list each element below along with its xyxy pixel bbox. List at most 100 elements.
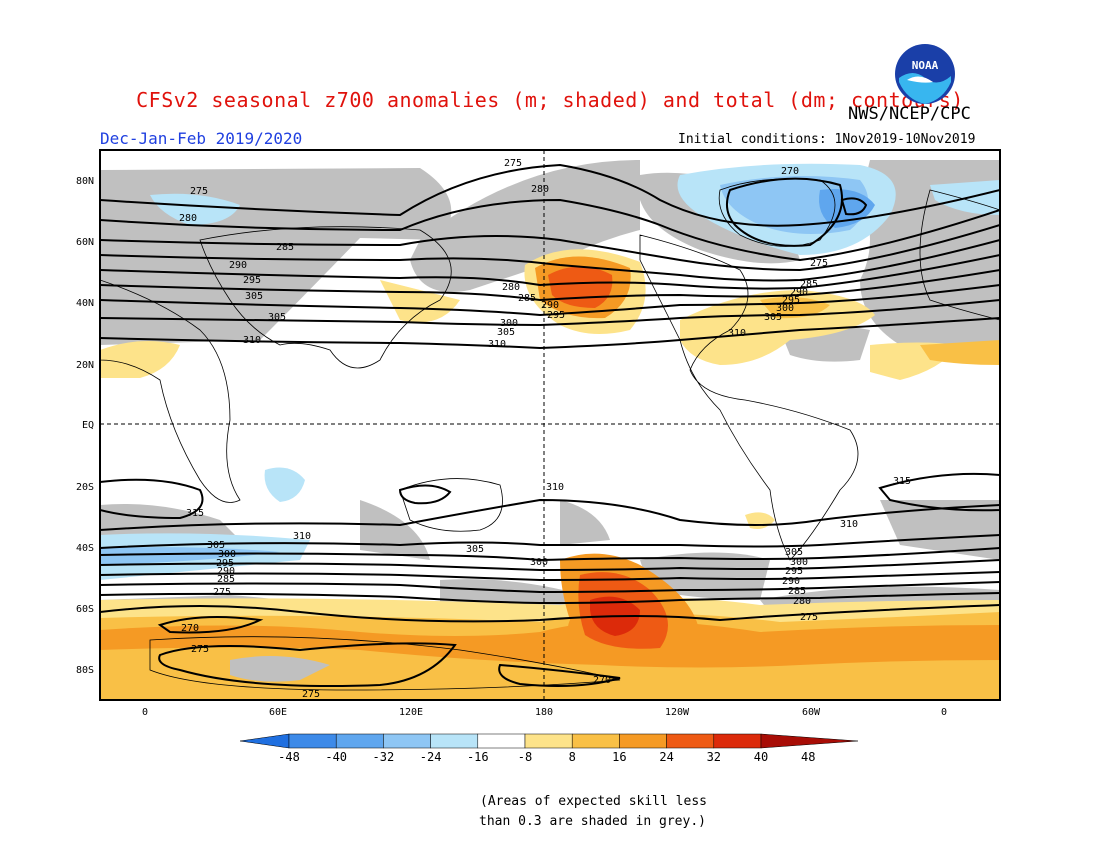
contour-label: 290 <box>229 260 247 271</box>
lon-label: 180 <box>535 707 553 718</box>
height-contours <box>100 163 1000 687</box>
colorbar-tick-label: 48 <box>801 750 815 764</box>
contour-label: 280 <box>531 184 549 195</box>
season-label: Dec-Jan-Feb 2019/2020 <box>100 129 303 148</box>
contour-label: 275 <box>190 186 208 197</box>
contour-label: 270 <box>181 623 199 634</box>
lat-label: EQ <box>82 420 94 431</box>
contour-label: 300 <box>500 318 518 329</box>
latitude-labels: 80N 60N 40N 20N EQ 20S 40S 60S 80S <box>76 176 94 676</box>
colorbar-tick-label: -40 <box>325 750 347 764</box>
contour-label: 315 <box>186 508 204 519</box>
lon-label: 60E <box>269 707 287 718</box>
contour-label: 280 <box>793 596 811 607</box>
colorbar-arrow-right <box>760 733 859 749</box>
lat-label: 60S <box>76 604 94 615</box>
colorbar-tick-label: 16 <box>612 750 626 764</box>
contour-label: 315 <box>893 476 911 487</box>
contour-label: 275 <box>800 612 818 623</box>
contour-label: 295 <box>243 275 261 286</box>
contour-label: 290 <box>217 566 235 577</box>
contour-label: 295 <box>785 566 803 577</box>
contour-label: 285 <box>276 242 294 253</box>
longitude-labels: 0 60E 120E 180 120W 60W 0 <box>142 707 947 718</box>
lon-label: 60W <box>802 707 821 718</box>
contour-label: 275 <box>810 258 828 269</box>
map-title: CFSv2 seasonal z700 anomalies (m; shaded… <box>136 88 964 112</box>
contour-label: 275 <box>191 644 209 655</box>
map-frame <box>99 149 1001 701</box>
contour-label: 305 <box>785 547 803 558</box>
colorbar-ticks: -48 -40 -32 -24 -16 -8 8 16 24 32 40 48 <box>278 750 815 764</box>
colorbar-swatch <box>383 733 431 749</box>
contour-label: 275 <box>302 689 320 700</box>
contour-label: 290 <box>790 287 808 298</box>
colorbar: -48 -40 -32 -24 -16 -8 8 16 24 32 40 48 <box>239 733 859 764</box>
contour-label: 310 <box>488 339 506 350</box>
lon-label: 120W <box>665 707 690 718</box>
contour-label: 285 <box>800 279 818 290</box>
colorbar-swatch <box>288 733 337 749</box>
colorbar-swatch <box>619 733 667 749</box>
colorbar-swatch <box>477 733 526 749</box>
contour-label: 305 <box>268 312 286 323</box>
contour-label: 275 <box>504 158 522 169</box>
contour-label: 300 <box>530 557 548 568</box>
colorbar-tick-label: 40 <box>754 750 768 764</box>
colorbar-swatches <box>239 733 859 749</box>
contour-label: 310 <box>293 531 311 542</box>
positive-anomaly-shading <box>100 249 1000 700</box>
colorbar-swatch <box>713 733 762 749</box>
lat-label: 20N <box>76 360 94 371</box>
lat-label: 40N <box>76 298 94 309</box>
colorbar-tick-label: 32 <box>707 750 721 764</box>
contour-label: 305 <box>207 540 225 551</box>
colorbar-tick-label: 8 <box>569 750 576 764</box>
contour-label: 300 <box>218 549 236 560</box>
note-line-1: (Areas of expected skill less <box>480 794 707 809</box>
colorbar-swatch <box>430 733 479 749</box>
coastlines <box>100 178 1000 691</box>
colorbar-swatch <box>571 733 620 749</box>
lat-label: 60N <box>76 237 94 248</box>
colorbar-tick-label: -32 <box>373 750 395 764</box>
colorbar-tick-label: -48 <box>278 750 300 764</box>
contour-labels: 275 280 270 275 280 285 290 295 305 305 … <box>179 158 911 700</box>
colorbar-tick-label: 24 <box>659 750 673 764</box>
colorbar-arrow-left <box>239 733 290 749</box>
colorbar-tick-label: -16 <box>467 750 489 764</box>
contour-label: 310 <box>728 328 746 339</box>
colorbar-swatch <box>666 733 715 749</box>
colorbar-tick-label: -24 <box>420 750 442 764</box>
contour-label: 270 <box>593 675 611 686</box>
noaa-logo: NOAA <box>895 44 955 104</box>
contour-label: 300 <box>790 557 808 568</box>
map-field: 275 280 270 275 280 285 290 295 305 305 … <box>100 150 1000 700</box>
contour-label: 310 <box>243 335 261 346</box>
contour-label: 295 <box>547 310 565 321</box>
lat-label: 80N <box>76 176 94 187</box>
contour-label: 290 <box>782 576 800 587</box>
contour-label: 295 <box>782 295 800 306</box>
lon-label: 0 <box>142 707 148 718</box>
lat-label: 20S <box>76 482 94 493</box>
contour-label: 305 <box>245 291 263 302</box>
contour-label: 290 <box>541 300 559 311</box>
colorbar-tick-label: -8 <box>518 750 532 764</box>
contour-label: 275 <box>213 587 231 598</box>
contour-label: 305 <box>764 312 782 323</box>
contour-label: 295 <box>216 558 234 569</box>
lon-label: 120E <box>399 707 423 718</box>
lat-label: 80S <box>76 665 94 676</box>
contour-label: 285 <box>217 574 235 585</box>
contour-label: 310 <box>546 482 564 493</box>
contour-label: 280 <box>502 282 520 293</box>
contour-label: 285 <box>518 293 536 304</box>
note-line-2: than 0.3 are shaded in grey.) <box>479 814 706 829</box>
low-skill-note: (Areas of expected skill less than 0.3 a… <box>380 792 780 832</box>
contour-label: 285 <box>788 586 806 597</box>
contour-label: 280 <box>179 213 197 224</box>
colorbar-swatch <box>335 733 384 749</box>
lat-label: 40S <box>76 543 94 554</box>
contour-label: 300 <box>776 303 794 314</box>
